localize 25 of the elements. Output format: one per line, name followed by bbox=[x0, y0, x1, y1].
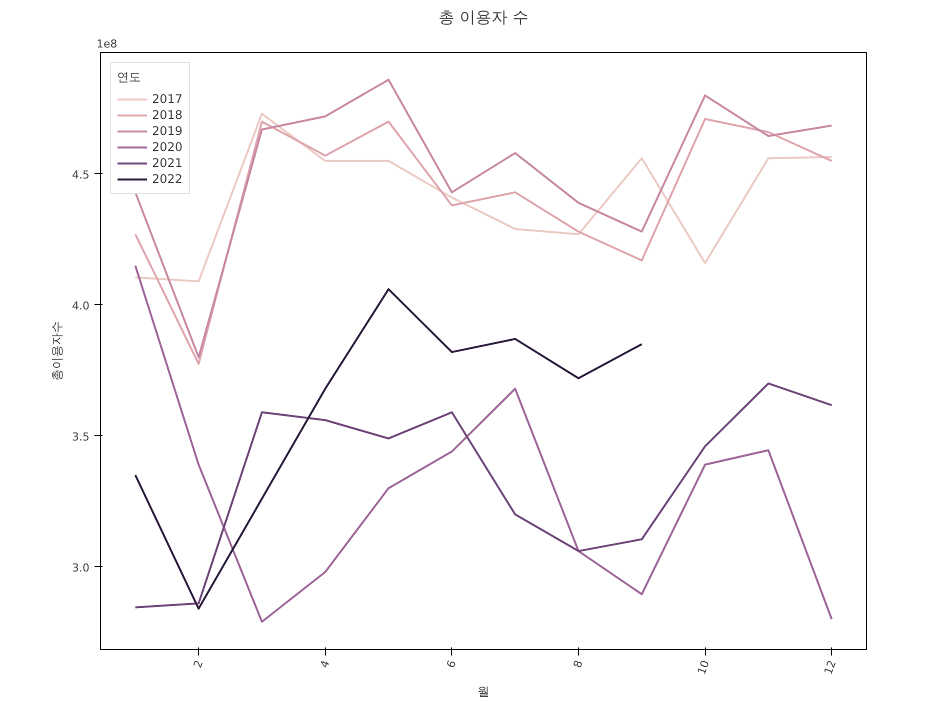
chart-title: 총 이용자 수 bbox=[438, 8, 529, 26]
legend-label: 2021 bbox=[152, 155, 183, 171]
x-axis-title: 월 bbox=[478, 684, 490, 699]
legend-label: 2022 bbox=[152, 171, 183, 187]
y-tick-label: 3.0 bbox=[72, 561, 90, 574]
x-tick-label: 12 bbox=[822, 658, 839, 676]
y-axis-title: 총이용자수 bbox=[50, 321, 64, 381]
x-tick-label: 2 bbox=[191, 658, 206, 670]
x-tick-label: 6 bbox=[444, 658, 459, 670]
legend-label: 2020 bbox=[152, 139, 183, 155]
y-tick-label: 4.0 bbox=[72, 299, 90, 312]
x-tick-label: 8 bbox=[570, 658, 586, 670]
legend-title: 연도 bbox=[117, 69, 142, 86]
line-series bbox=[134, 264, 833, 623]
legend-label: 2018 bbox=[152, 107, 183, 123]
y-tick-label: 4.5 bbox=[72, 168, 90, 182]
legend-label: 2017 bbox=[152, 91, 183, 107]
legend-label: 2019 bbox=[152, 123, 183, 139]
line-series bbox=[134, 118, 833, 365]
x-tick-label: 10 bbox=[695, 658, 712, 676]
line-series bbox=[134, 382, 833, 608]
x-tick-label: 4 bbox=[318, 658, 332, 670]
line-series bbox=[134, 288, 643, 610]
y-tick-label: 3.5 bbox=[72, 430, 90, 444]
text: 1e8 bbox=[96, 38, 118, 50]
